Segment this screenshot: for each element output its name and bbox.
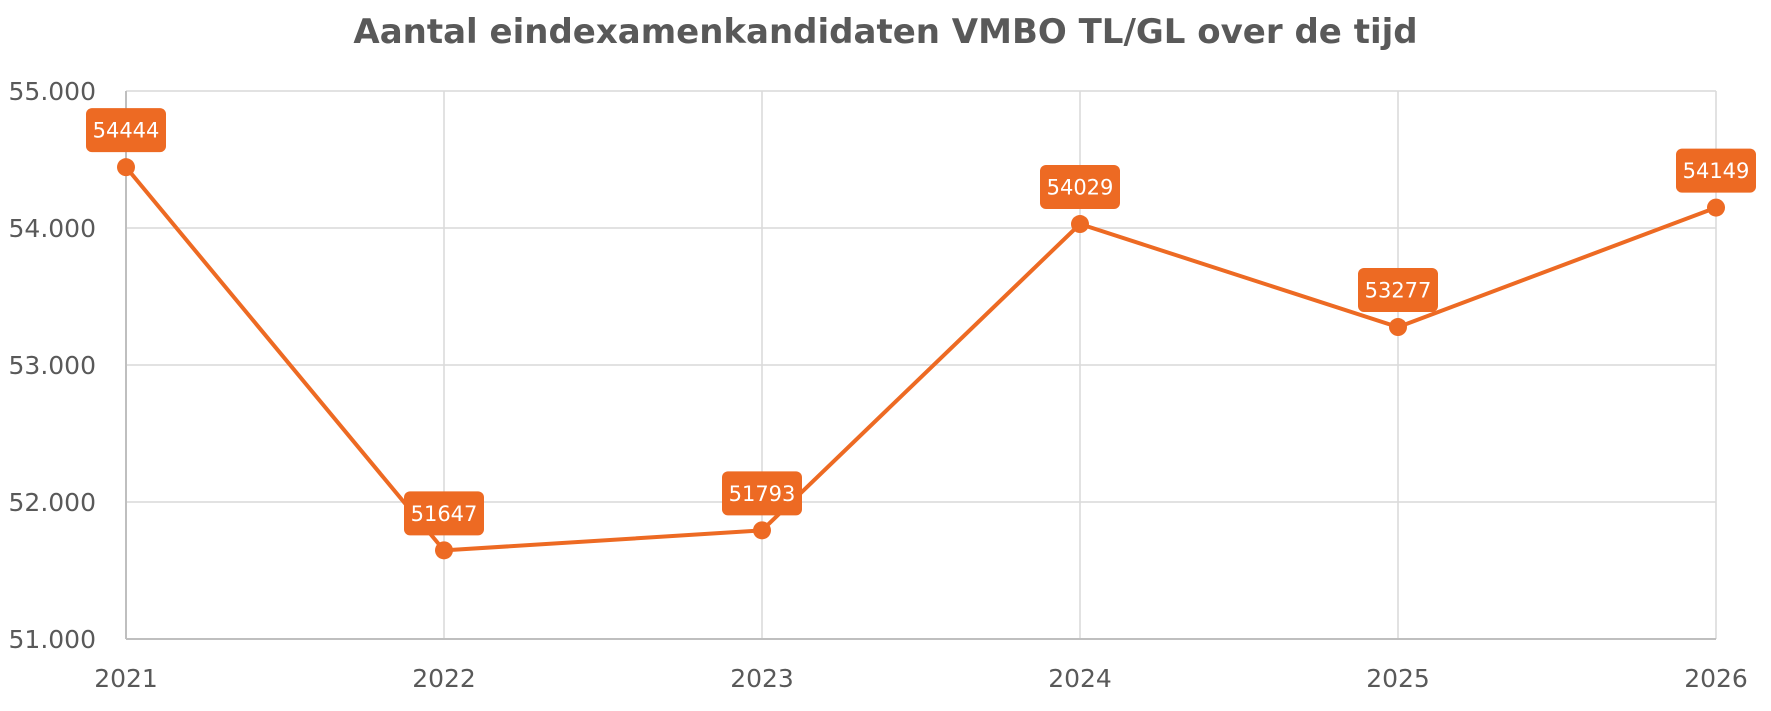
data-point	[1707, 198, 1725, 217]
series-line-layer	[124, 165, 1717, 553]
data-label: 54149	[1676, 148, 1756, 193]
y-tick-label: 52.000	[9, 488, 96, 517]
x-tick-label: 2024	[1048, 664, 1112, 693]
data-label: 53277	[1358, 268, 1438, 313]
x-tick-label: 2022	[412, 664, 476, 693]
data-point	[753, 521, 771, 540]
data-label-box	[722, 471, 802, 516]
data-label-text: 51647	[411, 502, 478, 526]
data-point	[1389, 318, 1407, 337]
data-label-text: 54444	[93, 119, 160, 143]
data-label-text: 53277	[1365, 279, 1432, 303]
data-label-box	[1040, 165, 1120, 210]
data-label-box	[1676, 148, 1756, 193]
data-point	[117, 158, 135, 177]
data-label: 54444	[86, 108, 166, 153]
data-label-text: 54029	[1047, 176, 1114, 200]
y-tick-label: 51.000	[9, 625, 96, 654]
gridlines	[125, 90, 1717, 640]
x-tick-label: 2026	[1684, 664, 1748, 693]
data-label: 51793	[722, 471, 802, 516]
y-tick-label: 54.000	[9, 214, 96, 243]
chart-title: Aantal eindexamenkandidaten VMBO TL/GL o…	[353, 12, 1418, 52]
data-point	[1071, 215, 1089, 234]
data-label-box	[86, 108, 166, 153]
data-point	[435, 541, 453, 560]
y-tick-label: 55.000	[9, 77, 96, 106]
data-label: 51647	[404, 491, 484, 536]
data-label-box	[1358, 268, 1438, 313]
x-axis-tick-labels: 2021 2022 2023 2024 2025 2026	[94, 664, 1748, 693]
x-tick-label: 2025	[1366, 664, 1430, 693]
data-points	[117, 158, 1725, 560]
series-line	[124, 165, 1717, 553]
data-label-text: 51793	[729, 482, 796, 506]
x-tick-label: 2023	[730, 664, 794, 693]
data-label-box	[404, 491, 484, 536]
axes	[125, 91, 1716, 640]
data-label-text: 54149	[1683, 159, 1750, 183]
data-label: 54029	[1040, 165, 1120, 210]
data-labels: 54444 51647 51793 54029 53277 54149	[86, 108, 1756, 536]
y-axis-tick-labels: 51.000 52.000 53.000 54.000 55.000	[9, 77, 96, 654]
x-tick-label: 2021	[94, 664, 158, 693]
y-tick-label: 53.000	[9, 351, 96, 380]
